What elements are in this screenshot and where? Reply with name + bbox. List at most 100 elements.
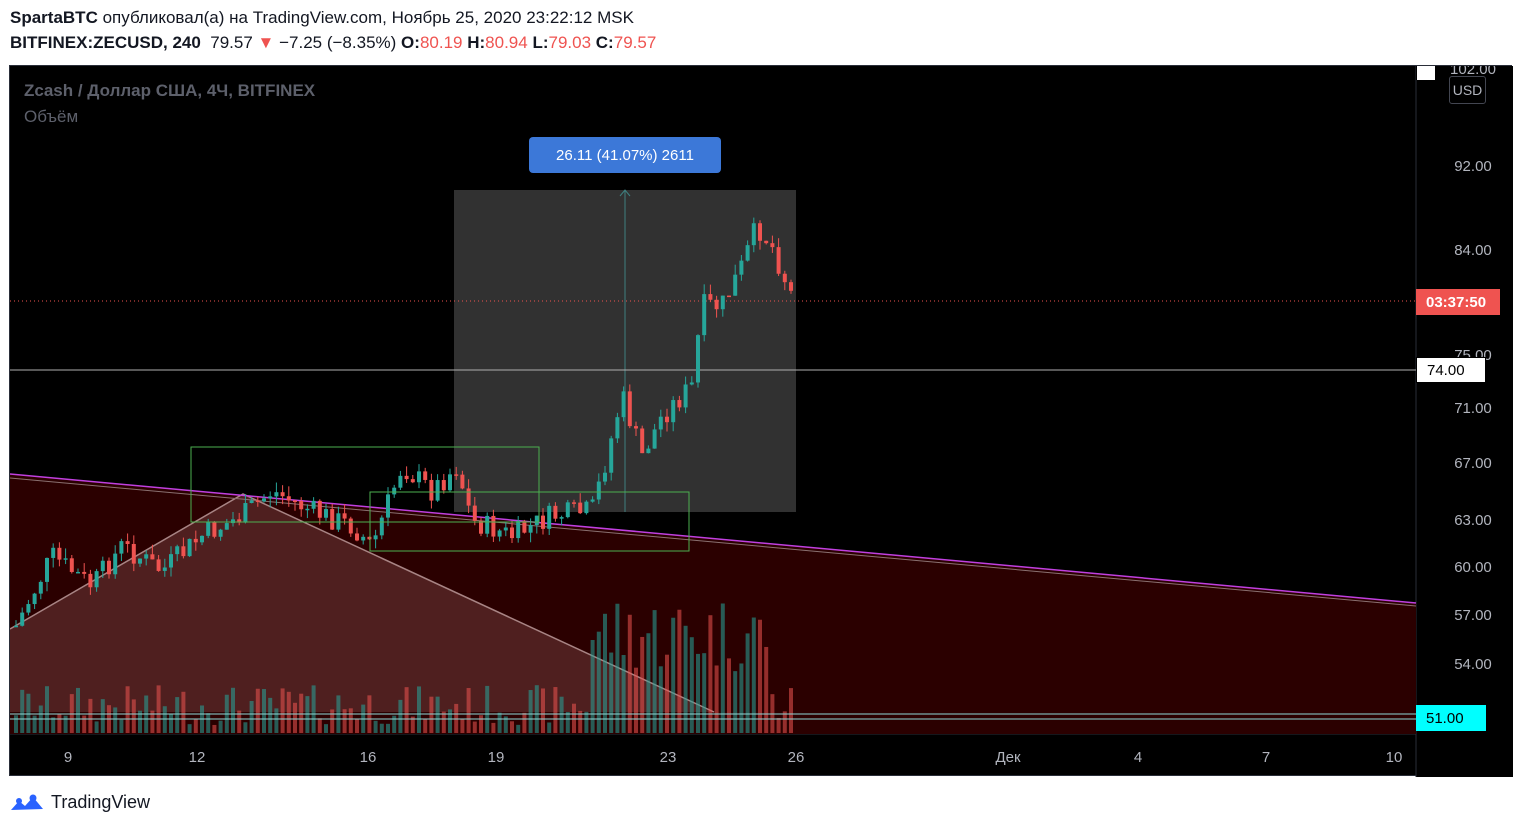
volume-bar: [150, 710, 155, 733]
volume-bar: [516, 724, 521, 733]
candle-body: [708, 294, 713, 300]
candle-body: [38, 581, 43, 594]
volume-bar: [398, 699, 403, 733]
volume-bar: [733, 671, 738, 733]
volume-bar: [255, 688, 260, 733]
volume-bar: [175, 697, 180, 733]
candle-body: [280, 492, 285, 497]
candle-body: [336, 513, 341, 530]
tradingview-logo[interactable]: TradingView: [9, 792, 150, 813]
candle-body: [733, 274, 738, 296]
time-tick: 16: [360, 749, 377, 766]
candle-body: [274, 492, 279, 497]
volume-bar: [317, 718, 322, 733]
candle-body: [206, 522, 211, 536]
symbol-name[interactable]: BITFINEX:ZECUSD, 240: [10, 33, 201, 52]
candle-body: [497, 530, 502, 537]
volume-bar: [572, 703, 576, 733]
chart-canvas[interactable]: 102.0092.0084.0075.0071.0067.0063.0060.0…: [10, 66, 1513, 777]
triangle-pattern[interactable]: [10, 494, 714, 712]
candle-body: [57, 547, 62, 560]
candle-body: [634, 426, 638, 429]
candle-body: [63, 558, 68, 560]
candle-body: [224, 523, 229, 530]
volume-bar: [324, 724, 328, 733]
volume-bar: [379, 723, 384, 733]
volume-bar: [677, 609, 682, 733]
candle-body: [677, 400, 682, 408]
volume-bar: [162, 706, 167, 733]
time-tick: 23: [660, 749, 677, 766]
volume-bar: [218, 720, 223, 733]
candle-body: [603, 472, 607, 482]
volume-bar: [559, 696, 564, 733]
candle-body: [429, 479, 434, 501]
candle-body: [770, 243, 775, 248]
volume-bar: [596, 631, 601, 733]
publish-info: SpartaBTC опубликовал(а) на TradingView.…: [10, 8, 634, 28]
level-tag-51[interactable]: 51.00: [1416, 705, 1486, 731]
volume-bar: [423, 718, 428, 733]
candle-body: [423, 471, 428, 480]
price-axis[interactable]: [1416, 66, 1513, 777]
candle-body: [745, 245, 750, 261]
candle-body: [150, 554, 155, 560]
volume-legend[interactable]: Объём: [24, 107, 79, 126]
candle-body: [69, 558, 74, 572]
volume-bar: [764, 646, 769, 733]
candle-body: [578, 502, 583, 514]
volume-bar: [417, 686, 421, 733]
published-text: опубликовал(а) на TradingView.com, Ноябр…: [102, 8, 634, 27]
price-tick: 57.00: [1454, 607, 1492, 624]
time-tick: 9: [64, 749, 72, 766]
price-tick: 84.00: [1454, 242, 1492, 259]
candle-body: [100, 560, 105, 572]
candle-body: [615, 417, 620, 439]
volume-bar: [702, 653, 707, 733]
range-box-1[interactable]: [190, 446, 540, 523]
volume-bar: [658, 666, 663, 733]
volume-bar: [615, 603, 620, 733]
candle-body: [193, 538, 198, 543]
volume-bar: [410, 716, 415, 733]
volume-bar: [627, 614, 632, 733]
level-tag-74[interactable]: 74.00: [1416, 357, 1486, 383]
candle-body: [367, 536, 372, 540]
candle-body: [243, 503, 248, 523]
price-change: −7.25 (−8.35%): [279, 33, 397, 52]
volume-bar: [82, 715, 87, 733]
resistance-line-purple[interactable]: [10, 473, 1417, 604]
candle-body: [714, 299, 719, 310]
volume-bar: [714, 665, 719, 733]
price-tick-labels: 102.0092.0084.0075.0071.0067.0063.0060.0…: [1450, 66, 1496, 673]
candle-body: [503, 527, 508, 531]
candle-body: [404, 475, 409, 480]
range-box-2[interactable]: [369, 491, 690, 552]
volume-bar: [237, 710, 242, 733]
last-price: 79.57: [210, 33, 253, 52]
candle-body: [324, 509, 328, 518]
candle-body: [218, 529, 223, 537]
volume-bar: [727, 658, 731, 733]
candle-body: [286, 496, 291, 501]
chart-panel[interactable]: 102.00 92.00 84.00 75.00 71.00 67.00 63.00 60.0…: [9, 65, 1513, 777]
candle-body: [466, 488, 471, 506]
volume-bar: [634, 667, 638, 733]
volume-bar: [32, 715, 37, 733]
volume-bar: [274, 708, 279, 733]
chart-legend-title[interactable]: Zcash / Доллар США, 4Ч, BITFINEX: [24, 81, 316, 100]
volume-bar: [671, 617, 676, 733]
candle-body: [702, 294, 707, 336]
volume-bar: [299, 693, 304, 733]
candle-body: [658, 416, 663, 430]
author-name[interactable]: SpartaBTC: [10, 8, 98, 27]
measure-label: 26.11 (41.07%) 2611: [529, 137, 721, 173]
volume-bar: [373, 720, 378, 733]
candle-body: [26, 604, 31, 613]
currency-button[interactable]: USD: [1449, 76, 1486, 104]
price-tick: 63.00: [1454, 512, 1492, 529]
candle-body: [237, 519, 242, 523]
volume-bar: [262, 689, 266, 733]
measure-arrow-head: [619, 189, 631, 197]
candle-body: [249, 500, 254, 504]
